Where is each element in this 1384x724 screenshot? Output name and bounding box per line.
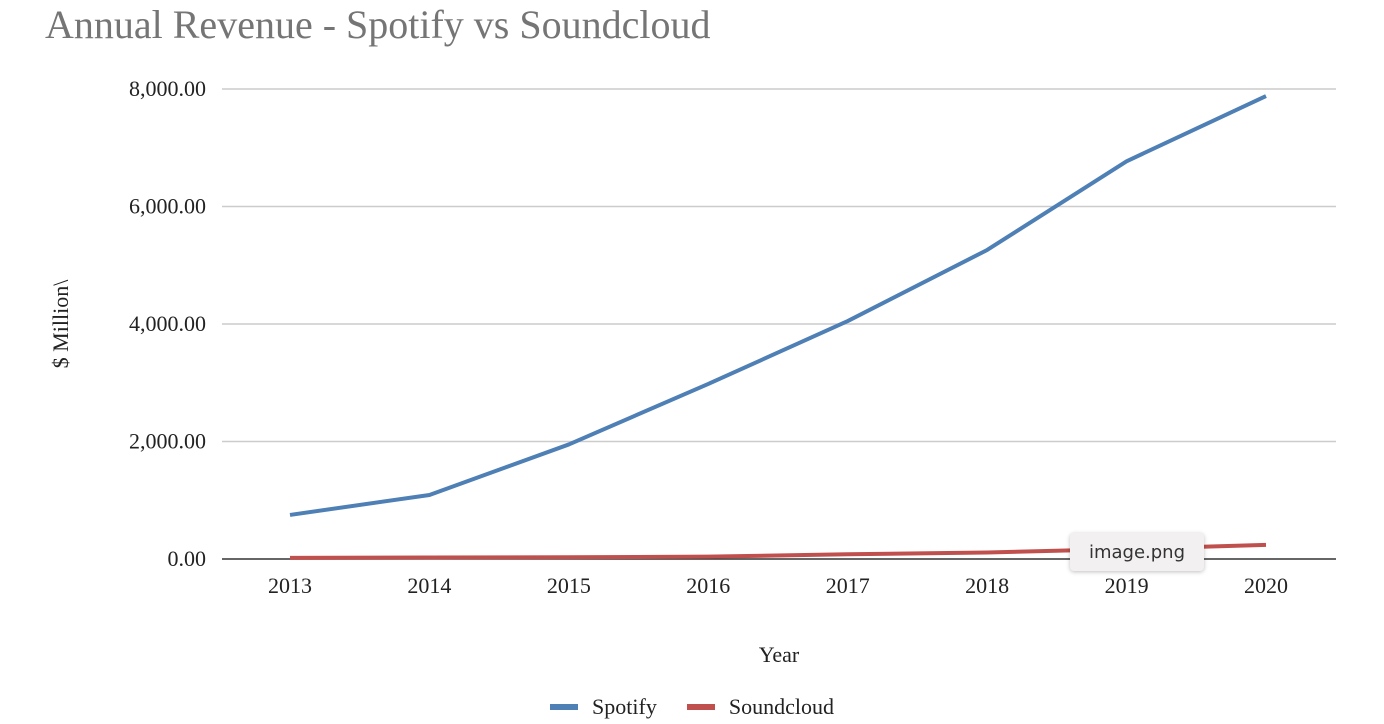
x-tick-label: 2019 [1105,573,1149,598]
legend-swatch-spotify [550,704,579,710]
series-lines [289,94,1267,560]
y-tick-label: 4,000.00 [129,311,206,336]
y-tick-label: 0.00 [168,546,207,571]
x-tick-label: 2017 [826,573,870,598]
x-tick-label: 2013 [268,573,312,598]
x-tick-labels: 2013 2014 2015 2016 2017 2018 2019 2020 [268,573,1288,598]
y-tick-label: 6,000.00 [129,194,206,219]
x-axis-title: Year [759,642,800,667]
legend-swatch-soundcloud [686,704,715,710]
y-tick-label: 8,000.00 [129,76,206,101]
series-line-spotify[interactable] [289,94,1267,517]
legend-label-soundcloud: Soundcloud [728,694,834,719]
y-tick-label: 2,000.00 [129,429,206,454]
filename-tooltip: image.png [1070,533,1204,571]
y-tick-labels: 0.00 2,000.00 4,000.00 6,000.00 8,000.00 [129,76,206,571]
legend: Spotify Soundcloud [0,690,1384,724]
legend-item-soundcloud[interactable]: Soundcloud [686,694,834,720]
x-tick-label: 2016 [686,573,730,598]
legend-label-spotify: Spotify [592,694,657,719]
line-chart: 0.00 2,000.00 4,000.00 6,000.00 8,000.00 201… [48,76,1336,667]
x-tick-label: 2015 [547,573,591,598]
legend-item-spotify[interactable]: Spotify [550,694,657,720]
x-tick-label: 2018 [965,573,1009,598]
x-tick-label: 2020 [1244,573,1288,598]
gridlines [222,88,1336,560]
chart-title: Annual Revenue - Spotify vs Soundcloud [45,2,711,47]
x-tick-label: 2014 [407,573,451,598]
y-axis-title: $ Million\ [48,279,73,369]
